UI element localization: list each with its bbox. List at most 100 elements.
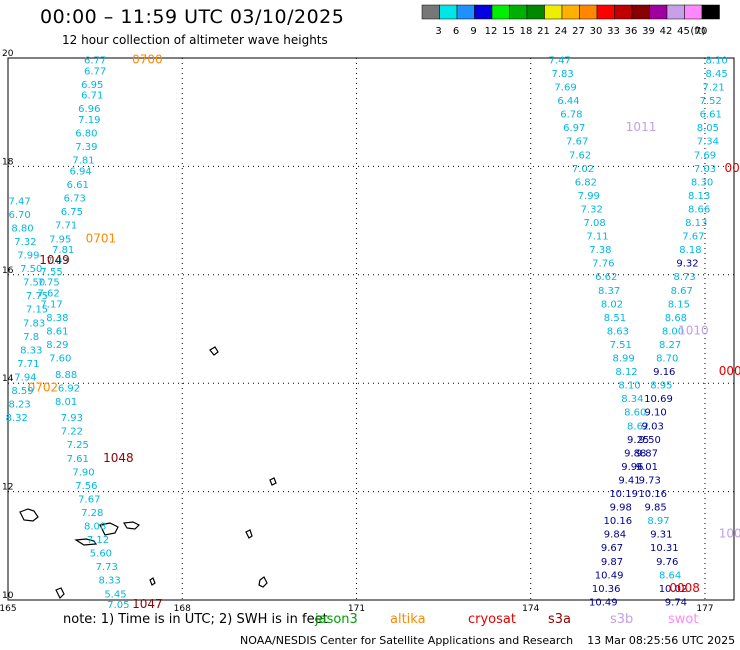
wave-height-value: 9.76 — [656, 557, 678, 568]
wave-height-value: 9.96 — [621, 462, 643, 473]
legend-label: 33 — [607, 26, 620, 37]
island-outline — [258, 576, 268, 588]
wave-height-value: 8.13 — [688, 191, 710, 202]
wave-height-value: 9.84 — [604, 530, 626, 541]
wave-height-value: 7.51 — [610, 340, 632, 351]
pass-time-label: 1047 — [132, 597, 163, 611]
wave-height-value: 7.50 — [20, 264, 42, 275]
satellite-jason3: jason3 — [315, 612, 358, 627]
y-tick-label: 10 — [2, 591, 14, 601]
satellite-swot: swot — [668, 612, 699, 627]
wave-height-value: 7.95 — [49, 234, 71, 245]
x-tick-label: 165 — [0, 604, 17, 612]
wave-height-value: 7.99 — [17, 251, 39, 262]
island-outline — [149, 577, 156, 586]
wave-height-value: 6.70 — [8, 210, 30, 221]
wave-height-value: 6.75 — [61, 207, 83, 218]
legend-label: 39 — [642, 26, 655, 37]
wave-height-value: 7.73 — [96, 562, 118, 573]
wave-height-value: 8.08 — [84, 522, 106, 533]
pass-time-label: 0702 — [28, 380, 59, 394]
wave-height-value: 7.71 — [17, 359, 39, 370]
wave-height-value: 8.51 — [604, 313, 626, 324]
legend-unit: (ft) — [690, 26, 705, 37]
wave-height-value: 8.97 — [647, 516, 669, 527]
pass-time-label: 1010 — [678, 323, 709, 337]
pass-time-label: 0701 — [86, 231, 117, 245]
wave-height-value: 9.85 — [644, 503, 666, 514]
island-outline — [123, 521, 141, 530]
satellite-s3b: s3b — [610, 612, 634, 627]
wave-height-value: 7.21 — [703, 83, 725, 94]
island-outline — [245, 529, 253, 539]
wave-height-value: 8.73 — [673, 272, 695, 283]
wave-height-value: 7.02 — [572, 164, 594, 175]
wave-height-value: 7.25 — [67, 440, 89, 451]
pass-time-label: 1011 — [626, 120, 657, 134]
wave-height-value: 7.52 — [700, 96, 722, 107]
x-tick-label: 168 — [174, 604, 191, 612]
wave-height-value: 9.10 — [644, 408, 666, 419]
wave-height-value: 7.69 — [694, 150, 716, 161]
wave-height-value: 8.37 — [598, 286, 620, 297]
wave-height-value: 6.44 — [557, 96, 579, 107]
wave-height-value: 7.55 — [40, 267, 62, 278]
wave-height-value: 10.49 — [589, 597, 618, 608]
wave-height-value: 8.60 — [624, 408, 646, 419]
footer-credit: NOAA/NESDIS Center for Satellite Applica… — [240, 634, 735, 647]
wave-height-value: 7.05 — [107, 600, 129, 611]
pass-time-label: 0700 — [132, 52, 163, 66]
satellite-cryosat: cryosat — [468, 612, 516, 627]
wave-height-value: 5.45 — [104, 589, 126, 600]
wave-height-value: 7.12 — [87, 535, 109, 546]
wave-height-value: 7.69 — [554, 83, 576, 94]
wave-height-value: 6.73 — [64, 194, 86, 205]
wave-height-value: 9.88 — [624, 448, 646, 459]
legend-label: 3 — [435, 26, 441, 37]
wave-height-value: 9.50 — [639, 435, 661, 446]
wave-height-value: 6.95 — [81, 80, 103, 91]
wave-height-value: 7.47 — [549, 55, 571, 66]
footer-note: note: 1) Time is in UTC; 2) SWH is in fe… — [63, 612, 328, 627]
wave-height-value: 6.61 — [67, 180, 89, 191]
wave-height-value: 6.77 — [84, 55, 106, 66]
wave-height-value: 9.03 — [642, 421, 664, 432]
legend-label: 6 — [453, 26, 459, 37]
wave-height-value: 8.15 — [668, 299, 690, 310]
legend-label: 45 — [677, 26, 690, 37]
wave-height-value: 5.60 — [90, 549, 112, 560]
y-tick-label: 20 — [2, 49, 14, 59]
satellite-altika: altika — [390, 612, 426, 627]
wave-height-value: 7.03 — [694, 164, 716, 175]
island-outline — [19, 508, 39, 522]
wave-height-value: 8.02 — [601, 299, 623, 310]
wave-height-value: 6.96 — [78, 104, 100, 115]
wave-height-value: 7.28 — [81, 508, 103, 519]
wave-height-value: 7.32 — [14, 237, 36, 248]
y-tick-label: 12 — [2, 483, 13, 493]
wave-height-value: 7.11 — [586, 232, 608, 243]
wave-height-value: 7.60 — [49, 354, 71, 365]
wave-height-value: 7.83 — [23, 318, 45, 329]
wave-height-value: 9.32 — [676, 259, 698, 270]
wave-height-value: 8.05 — [697, 123, 719, 134]
wave-height-value: 8.13 — [685, 218, 707, 229]
island-outline — [99, 522, 119, 536]
wave-height-value: 7.83 — [552, 69, 574, 80]
wave-height-value: 7.81 — [52, 245, 74, 256]
y-tick-label: 14 — [2, 374, 14, 384]
wave-height-value: 8.88 — [55, 370, 77, 381]
wave-height-value: 10.31 — [650, 543, 679, 554]
map-title: 00:00 – 11:59 UTC 03/10/2025 — [40, 6, 345, 28]
wave-height-value: 8.95 — [650, 381, 672, 392]
wave-height-value: 6.77 — [84, 66, 106, 77]
wave-height-value: 7.62 — [569, 150, 591, 161]
legend-label: 24 — [555, 26, 568, 37]
wave-height-value: 7.56 — [75, 481, 97, 492]
wave-height-value: 7.67 — [566, 137, 588, 148]
wave-height-value: 6.82 — [575, 177, 597, 188]
wave-height-value: 7.38 — [589, 245, 611, 256]
wave-height-value: 6.97 — [563, 123, 585, 134]
pass-time-label: 0008 — [669, 581, 700, 595]
wave-height-value: 6.80 — [75, 129, 97, 140]
